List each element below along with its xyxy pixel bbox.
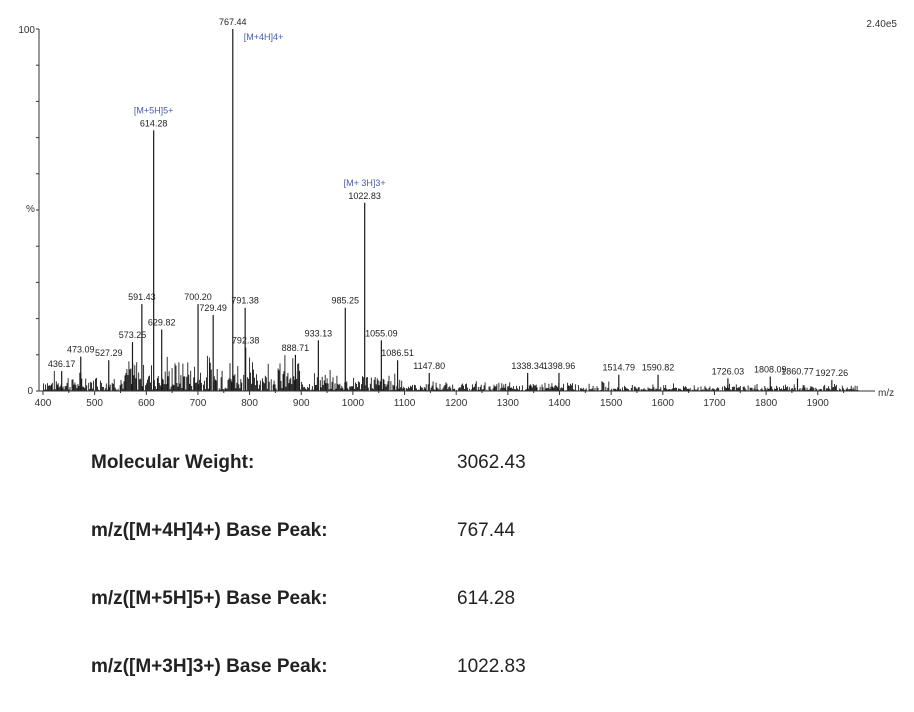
peak-label-1147.80: 1147.80	[413, 361, 445, 371]
detail-row-m5h-base-peak: m/z([M+5H]5+) Base Peak: 614.28	[91, 576, 811, 644]
detail-label: Molecular Weight:	[91, 452, 255, 473]
detail-value: 614.28	[457, 588, 516, 609]
peak-label-888.71: 888.71	[282, 343, 310, 353]
x-tick-label: 1800	[755, 398, 778, 409]
x-tick-label: 800	[241, 398, 258, 409]
peak-label-1398.96: 1398.96	[543, 361, 576, 371]
peak-label-729.49: 729.49	[199, 303, 227, 313]
peak-label-985.25: 985.25	[332, 296, 360, 306]
detail-row-molecular-weight: Molecular Weight: 3062.43	[91, 440, 811, 508]
x-tick-label: 900	[293, 398, 310, 409]
x-tick-label: 1000	[342, 398, 365, 409]
peak-label-700.20: 700.20	[184, 292, 212, 302]
peak-label-527.29: 527.29	[95, 348, 123, 358]
axes: 0 100 400 500 600 700 800 900 1000 1100 1200 1300 14…	[18, 25, 875, 409]
detail-label: m/z([M+3H]3+) Base Peak:	[91, 656, 328, 677]
x-tick-label: 700	[190, 398, 207, 409]
ion-label: [M+5H]5+	[134, 105, 174, 115]
peak-label-933.13: 933.13	[305, 328, 333, 338]
peak-layer	[61, 29, 833, 391]
peak-label-591.43: 591.43	[128, 292, 156, 302]
peak-label-1514.79: 1514.79	[603, 363, 636, 373]
y-tick-label: 100	[18, 25, 35, 36]
peak-label-1022.83: 1022.83	[348, 191, 381, 201]
x-tick-label: 1500	[600, 398, 623, 409]
y-tick-label: 0	[27, 386, 33, 397]
peak-label-1086.51: 1086.51	[381, 348, 414, 358]
peak-label-1808.09: 1808.09	[754, 365, 787, 375]
peak-label-473.09: 473.09	[67, 345, 95, 355]
peak-label-629.82: 629.82	[148, 317, 176, 327]
x-axis-unit-label: m/z	[878, 388, 894, 399]
detail-label: m/z([M+5H]5+) Base Peak:	[91, 588, 328, 609]
ion-label: [M+4H]4+	[244, 32, 284, 42]
detail-value: 3062.43	[457, 452, 526, 473]
peak-labels: 436.17 473.09 527.29 573.25 591.43 614.28 629.…	[48, 17, 848, 378]
x-tick-label: 1600	[652, 398, 675, 409]
peak-label-1055.09: 1055.09	[365, 328, 398, 338]
detail-value: 767.44	[457, 520, 516, 541]
y-axis-unit-label: %	[26, 204, 35, 215]
x-tick-label: 1700	[703, 398, 726, 409]
compound-details: Molecular Weight: 3062.43 m/z([M+4H]4+) …	[91, 440, 811, 712]
x-tick-label: 400	[35, 398, 52, 409]
intensity-scale-label: 2.40e5	[866, 19, 897, 30]
detail-value: 1022.83	[457, 656, 526, 677]
peak-label-1726.03: 1726.03	[712, 366, 745, 376]
x-tick-label: 1100	[394, 398, 416, 409]
x-tick-label: 1900	[807, 398, 830, 409]
ion-label: [M+ 3H]3+	[344, 178, 386, 188]
detail-row-m4h-base-peak: m/z([M+4H]4+) Base Peak: 767.44	[91, 508, 811, 576]
peak-label-791.38: 791.38	[231, 296, 259, 306]
mass-spectrum-chart: 0 100 400 500 600 700 800 900 1000 1100 1200 1300 14…	[18, 17, 897, 409]
peak-label-436.17: 436.17	[48, 359, 76, 369]
peak-label-767.44: 767.44	[219, 17, 247, 27]
peak-label-1338.34: 1338.34	[511, 361, 544, 371]
peak-label-614.28: 614.28	[140, 118, 168, 128]
peak-label-1590.82: 1590.82	[642, 363, 675, 373]
peak-label-573.25: 573.25	[119, 330, 147, 340]
x-tick-label: 1200	[445, 398, 468, 409]
x-tick-label: 1400	[548, 398, 571, 409]
peak-label-1927.26: 1927.26	[816, 368, 849, 378]
peak-label-792.38: 792.38	[232, 336, 260, 346]
detail-row-m3h-base-peak: m/z([M+3H]3+) Base Peak: 1022.83	[91, 644, 811, 712]
x-tick-label: 600	[138, 398, 155, 409]
detail-label: m/z([M+4H]4+) Base Peak:	[91, 520, 328, 541]
peak-label-1860.77: 1860.77	[781, 366, 814, 376]
x-tick-label: 1300	[497, 398, 520, 409]
x-tick-label: 500	[86, 398, 103, 409]
